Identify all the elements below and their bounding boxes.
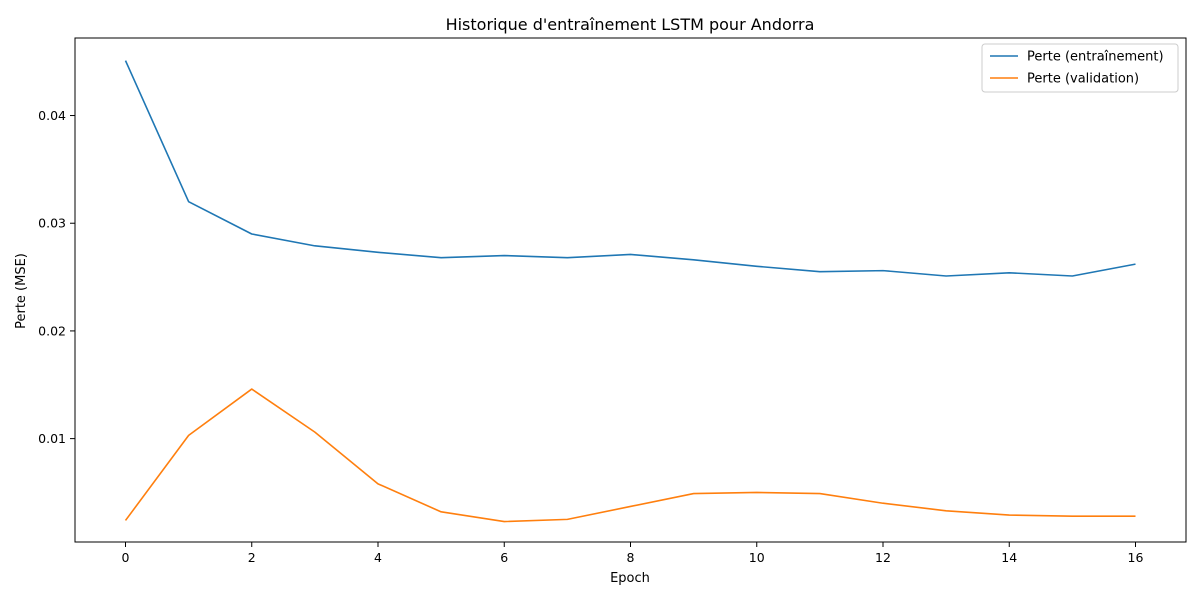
x-tick-label: 12 xyxy=(875,550,891,565)
legend-label-0: Perte (entraînement) xyxy=(1027,50,1164,65)
y-tick-label: 0.02 xyxy=(38,323,66,338)
x-tick-label: 14 xyxy=(1001,550,1017,565)
y-axis-label: Perte (MSE) xyxy=(14,253,29,329)
series-line-1 xyxy=(124,388,1136,523)
y-tick-label: 0.03 xyxy=(38,216,66,231)
x-tick-label: 4 xyxy=(374,550,382,565)
x-tick-label: 6 xyxy=(500,550,508,565)
x-tick-label: 16 xyxy=(1128,550,1144,565)
plot-area-frame xyxy=(74,37,1187,543)
legend-label-1: Perte (validation) xyxy=(1027,72,1139,87)
x-tick-label: 8 xyxy=(627,550,635,565)
series-line-0 xyxy=(124,60,1136,277)
y-tick-label: 0.04 xyxy=(38,108,66,123)
x-tick-label: 0 xyxy=(122,550,130,565)
y-tick-label: 0.01 xyxy=(38,431,66,446)
series-layer xyxy=(124,60,1136,523)
legend: Perte (entraînement) Perte (validation) xyxy=(981,43,1179,93)
x-tick-label: 10 xyxy=(749,550,765,565)
chart-title: Historique d'entraînement LSTM pour Ando… xyxy=(446,15,815,34)
ticks-layer: 0 2 4 6 8 10 12 14 16 0.01 0.02 0.03 0.04 xyxy=(38,108,1143,565)
legend-box xyxy=(981,43,1179,93)
x-axis-label: Epoch xyxy=(610,571,650,586)
x-tick-label: 2 xyxy=(248,550,256,565)
